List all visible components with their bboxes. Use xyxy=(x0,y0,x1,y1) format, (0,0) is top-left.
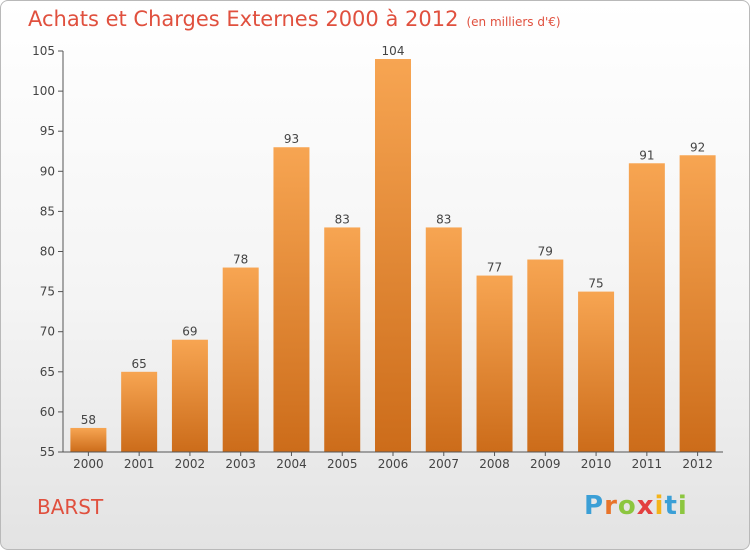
x-tick-label-2010: 2010 xyxy=(581,457,612,471)
y-tick-label: 95 xyxy=(40,124,55,138)
x-tick-label-2003: 2003 xyxy=(225,457,256,471)
bar-2004 xyxy=(273,147,310,453)
y-tick-label: 85 xyxy=(40,204,55,218)
x-tick-label-2001: 2001 xyxy=(124,457,155,471)
value-label-2008: 77 xyxy=(487,261,502,275)
y-tick-label: 65 xyxy=(40,365,55,379)
logo-letter: i xyxy=(677,491,688,521)
value-label-2010: 75 xyxy=(588,277,603,291)
value-label-2009: 79 xyxy=(538,245,553,259)
bar-2008 xyxy=(476,275,513,452)
bar-2000 xyxy=(70,427,107,452)
logo-letter: r xyxy=(604,491,618,521)
value-label-2007: 83 xyxy=(436,212,451,226)
x-tick-label-2005: 2005 xyxy=(327,457,358,471)
y-tick-label: 100 xyxy=(32,84,55,98)
value-label-2012: 92 xyxy=(690,140,705,154)
logo-letter: o xyxy=(617,491,637,521)
y-tick-label: 55 xyxy=(40,445,55,459)
y-tick-label: 70 xyxy=(40,325,55,339)
y-tick-label: 75 xyxy=(40,285,55,299)
value-label-2000: 58 xyxy=(81,413,96,427)
bar-2007 xyxy=(425,227,462,452)
value-label-2001: 65 xyxy=(132,357,147,371)
x-tick-label-2006: 2006 xyxy=(378,457,409,471)
x-tick-label-2004: 2004 xyxy=(276,457,307,471)
chart-title-text: Achats et Charges Externes 2000 à 2012 xyxy=(28,7,459,31)
bar-2010 xyxy=(578,291,615,452)
value-label-2006: 104 xyxy=(382,44,405,58)
y-tick-label: 90 xyxy=(40,164,55,178)
y-tick-label: 60 xyxy=(40,405,55,419)
logo-letter: t xyxy=(664,491,678,521)
bars: 58 65 69 78 93 83 104 83 77 79 75 91 92 xyxy=(70,44,716,453)
bar-2011 xyxy=(628,163,665,452)
bar-2002 xyxy=(171,339,208,452)
commune-name: BARST xyxy=(37,495,104,519)
x-tick-label-2009: 2009 xyxy=(530,457,561,471)
logo-letter: x xyxy=(636,491,655,521)
bar-2005 xyxy=(324,227,361,452)
x-tick-label-2008: 2008 xyxy=(479,457,510,471)
x-tick-label-2000: 2000 xyxy=(73,457,104,471)
logo-letter: i xyxy=(654,491,665,521)
x-tick-label-2012: 2012 xyxy=(682,457,713,471)
proxiti-logo: Proxiti xyxy=(584,491,688,521)
bar-2006 xyxy=(375,59,411,453)
value-label-2011: 91 xyxy=(639,148,654,162)
chart-title: Achats et Charges Externes 2000 à 2012 (e… xyxy=(28,7,561,31)
bar-2012 xyxy=(679,155,716,452)
bar-2001 xyxy=(121,371,158,452)
logo-letter: P xyxy=(584,491,605,521)
x-tick-label-2002: 2002 xyxy=(175,457,206,471)
bar-2009 xyxy=(527,259,564,452)
x-tick-label-2007: 2007 xyxy=(428,457,459,471)
value-label-2005: 83 xyxy=(335,212,350,226)
value-label-2002: 69 xyxy=(182,325,197,339)
y-tick-label: 105 xyxy=(32,44,55,58)
y-axis: 55 60 65 70 75 80 85 90 95 100 105 xyxy=(32,44,64,459)
y-tick-label: 80 xyxy=(40,245,55,259)
value-label-2003: 78 xyxy=(233,253,248,267)
x-tick-label-2011: 2011 xyxy=(632,457,663,471)
x-axis: 2000 2001 2002 2003 2004 2005 2006 2007 2008 2009… xyxy=(63,451,723,471)
bar-2003 xyxy=(222,267,259,452)
chart-subtitle: (en milliers d'€) xyxy=(466,15,561,29)
value-label-2004: 93 xyxy=(284,132,299,146)
